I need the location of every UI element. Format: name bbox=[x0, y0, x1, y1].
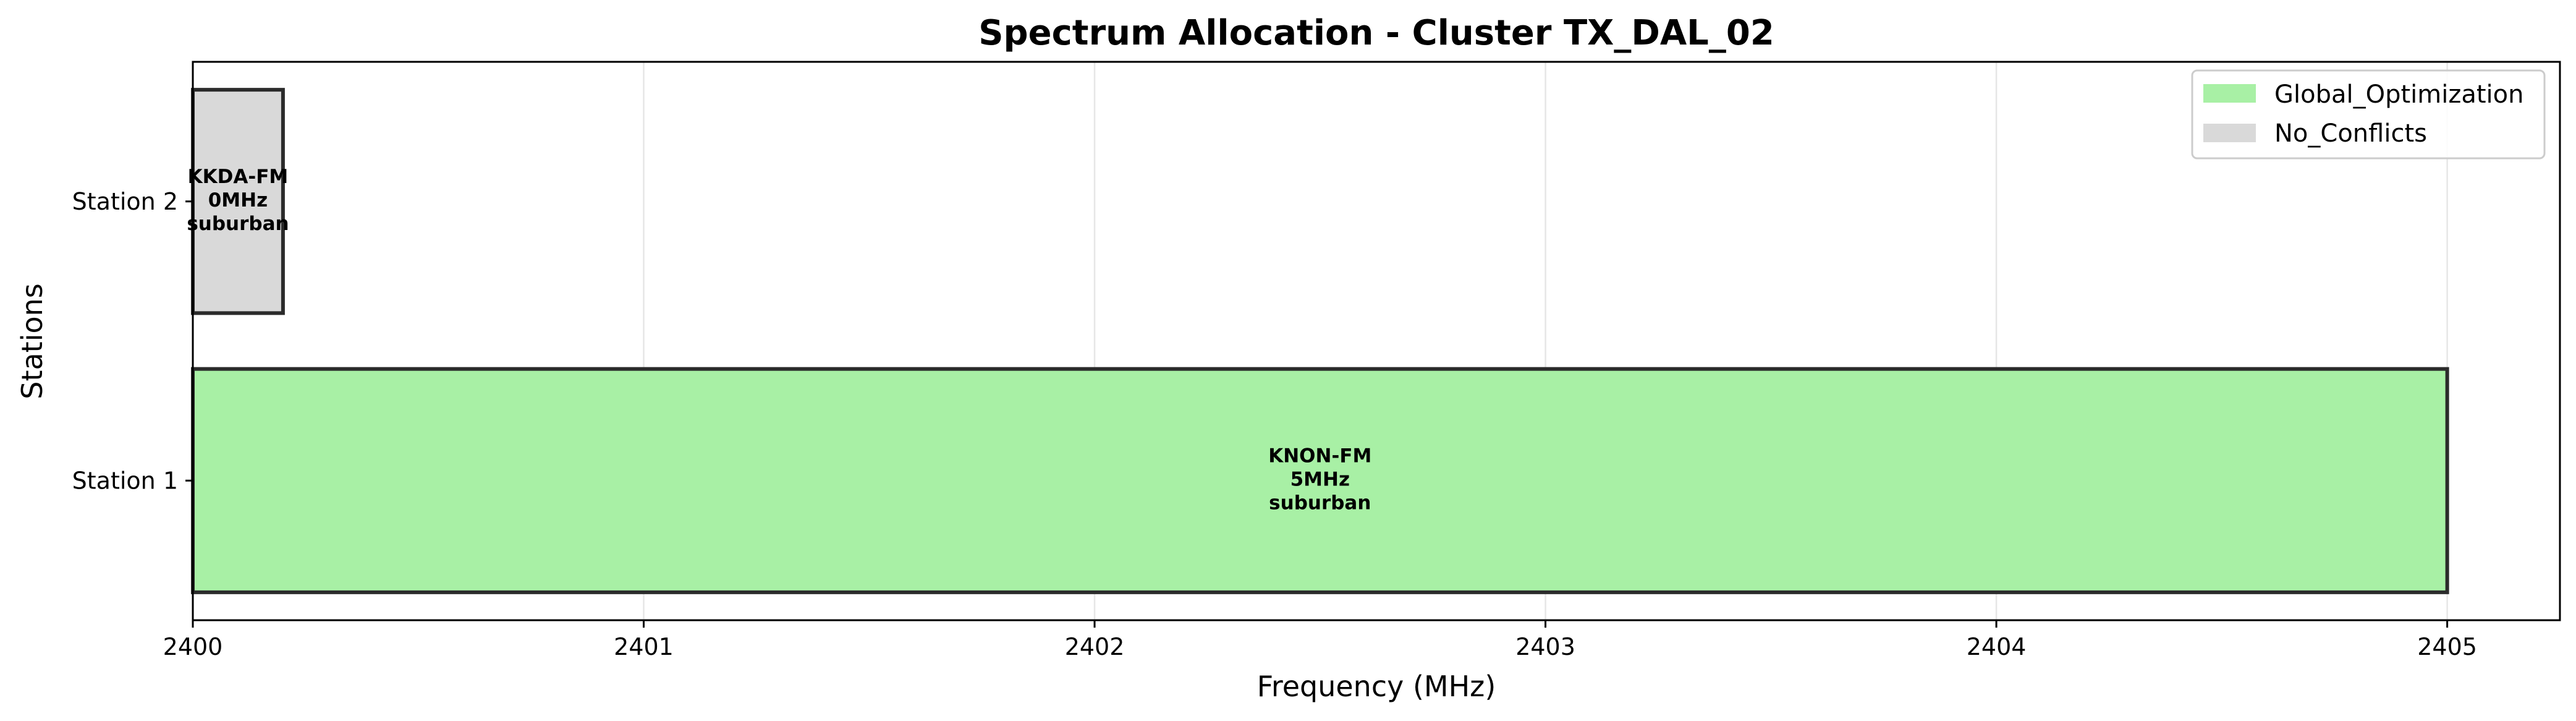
bar-label-name: KNON-FM bbox=[1268, 445, 1371, 467]
x-tick-label: 2405 bbox=[2417, 633, 2477, 660]
x-tick-label: 2402 bbox=[1065, 633, 1125, 660]
legend-box bbox=[2191, 69, 2546, 160]
bar-label-area: suburban bbox=[187, 213, 289, 235]
x-tick-label: 2404 bbox=[1967, 633, 2027, 660]
x-ticks: 2400 2401 2402 2403 2404 2405 bbox=[163, 620, 2477, 660]
y-ticks: Station 1 Station 2 bbox=[72, 188, 193, 494]
legend: Global_Optimization No_Conflicts bbox=[2191, 69, 2546, 160]
bar-label-name: KKDA-FM bbox=[188, 166, 289, 188]
legend-swatch-no-conflicts bbox=[2203, 124, 2256, 142]
bar-label-bandwidth: 0MHz bbox=[208, 189, 268, 211]
y-tick-label-station-2: Station 2 bbox=[72, 188, 178, 215]
x-tick-label: 2400 bbox=[163, 633, 223, 660]
bar-label-bandwidth: 5MHz bbox=[1290, 468, 1350, 490]
y-tick-label-station-1: Station 1 bbox=[72, 467, 178, 494]
x-axis-label: Frequency (MHz) bbox=[1257, 670, 1496, 703]
chart-title: Spectrum Allocation - Cluster TX_DAL_02 bbox=[978, 13, 1774, 53]
x-tick-label: 2403 bbox=[1515, 633, 1575, 660]
legend-swatch-global-optimization bbox=[2203, 84, 2256, 103]
legend-label-global-optimization: Global_Optimization bbox=[2274, 80, 2523, 109]
bar-knon-fm bbox=[191, 367, 2449, 594]
y-axis-label: Stations bbox=[15, 283, 49, 399]
bar-label-area: suburban bbox=[1269, 492, 1371, 514]
x-tick-label: 2401 bbox=[614, 633, 674, 660]
plot-frame bbox=[192, 61, 2561, 621]
legend-label-no-conflicts: No_Conflicts bbox=[2274, 119, 2427, 148]
